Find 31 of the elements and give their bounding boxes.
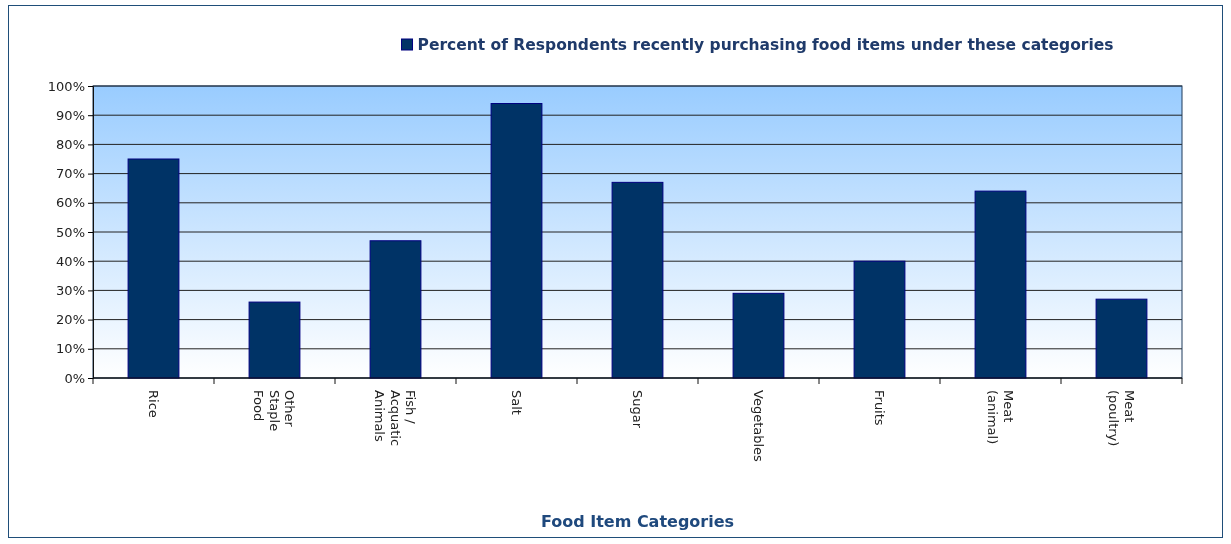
- y-tick-label: 100%: [47, 78, 85, 94]
- bar: [248, 301, 301, 379]
- bar: [1095, 298, 1148, 379]
- x-tick-label: Other Staple Food: [251, 390, 298, 432]
- bar: [127, 158, 180, 379]
- x-tick-label: Fish / Acquatic Animals: [372, 390, 419, 447]
- x-axis-title: Food Item Categories: [540, 512, 735, 531]
- y-tick-label: 10%: [56, 341, 85, 357]
- legend-label: Percent of Respondents recently purchasing food items under these categories: [417, 36, 1114, 54]
- x-tick-label: Rice: [145, 390, 161, 418]
- bar: [853, 260, 906, 379]
- y-tick-label: 30%: [56, 283, 85, 299]
- x-tick-label: Sugar: [629, 390, 645, 429]
- x-tick-label: Salt: [508, 390, 524, 415]
- y-tick-label: 70%: [56, 166, 85, 182]
- bar: [732, 292, 785, 379]
- bar: [611, 181, 664, 379]
- y-tick-label: 80%: [56, 137, 85, 153]
- x-tick-label: Meat (animal): [985, 390, 1016, 445]
- y-tick-label: 60%: [56, 195, 85, 211]
- bar: [369, 240, 422, 379]
- bar: [490, 103, 543, 379]
- x-tick-label: Fruits: [871, 390, 887, 426]
- y-tick-label: 20%: [56, 312, 85, 328]
- x-tick-label: Meat (poultry): [1106, 390, 1137, 447]
- y-tick-label: 0%: [64, 370, 85, 386]
- bar: [974, 190, 1027, 379]
- y-tick-label: 40%: [56, 253, 85, 269]
- x-tick-label: Vegetables: [750, 390, 766, 463]
- y-tick-label: 90%: [56, 107, 85, 123]
- y-tick-label: 50%: [56, 224, 85, 240]
